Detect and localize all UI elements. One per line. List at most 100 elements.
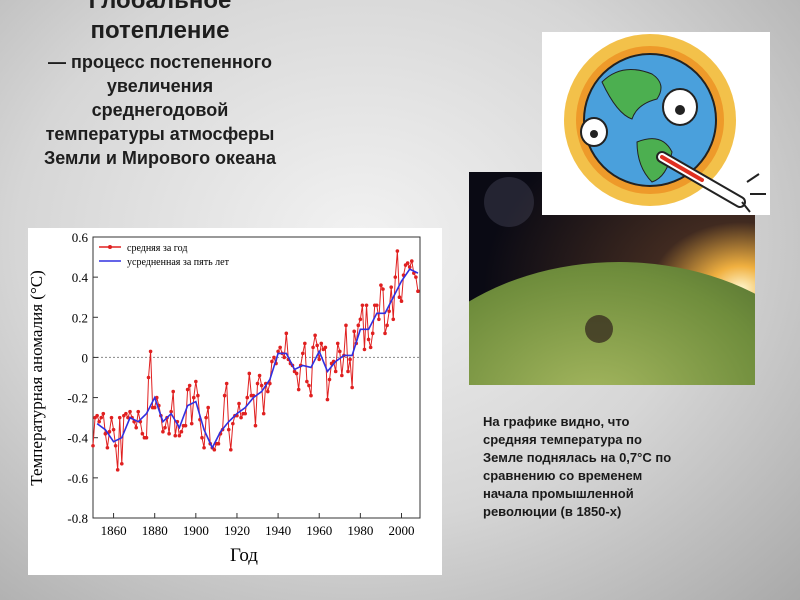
data-point bbox=[202, 445, 206, 450]
data-point bbox=[91, 443, 95, 448]
data-point bbox=[368, 345, 373, 350]
data-point bbox=[360, 303, 365, 308]
data-point bbox=[278, 345, 282, 350]
legend-box bbox=[97, 239, 247, 271]
data-point bbox=[216, 441, 221, 446]
data-point bbox=[169, 409, 173, 414]
data-point bbox=[333, 369, 338, 374]
data-point bbox=[243, 411, 247, 416]
data-point bbox=[307, 383, 311, 388]
plot-frame bbox=[92, 236, 421, 519]
legend-label: усредненная за пять лет bbox=[127, 257, 230, 268]
y-tick-label: 0.4 bbox=[72, 270, 89, 285]
data-point bbox=[325, 397, 330, 402]
data-point bbox=[144, 435, 149, 440]
y-tick-label: -0.6 bbox=[67, 471, 88, 486]
data-point bbox=[348, 357, 352, 362]
legend-marker bbox=[108, 245, 112, 249]
data-point bbox=[173, 433, 178, 438]
chart-container: Температурная аномалия (°C) Год -0.8 -0.6… bbox=[28, 228, 442, 575]
data-point bbox=[200, 435, 204, 440]
data-point bbox=[405, 261, 410, 265]
data-point bbox=[136, 409, 141, 414]
data-point bbox=[103, 431, 108, 436]
data-point bbox=[387, 309, 391, 314]
data-point bbox=[107, 429, 112, 434]
data-point bbox=[117, 415, 122, 420]
data-point bbox=[282, 355, 287, 360]
data-point bbox=[204, 415, 208, 420]
data-point bbox=[366, 337, 371, 342]
y-tick-label: -0.8 bbox=[67, 511, 88, 526]
y-tick-label: 0 bbox=[82, 350, 89, 365]
data-point bbox=[259, 383, 264, 388]
data-point bbox=[247, 371, 252, 376]
data-point bbox=[385, 323, 389, 328]
data-point bbox=[245, 395, 250, 400]
data-point bbox=[352, 329, 356, 334]
data-point bbox=[381, 287, 385, 291]
data-point bbox=[99, 415, 104, 420]
x-tick-label: 1900 bbox=[183, 523, 209, 538]
data-point bbox=[294, 371, 299, 376]
data-point bbox=[300, 351, 305, 356]
heading: Глобальное потепление bbox=[88, 0, 232, 44]
data-point bbox=[356, 323, 361, 328]
data-point bbox=[261, 411, 266, 416]
data-point bbox=[407, 265, 412, 269]
x-tick-label: 1880 bbox=[142, 523, 168, 538]
data-point bbox=[113, 443, 118, 448]
data-point bbox=[389, 285, 394, 289]
data-point bbox=[416, 289, 420, 293]
data-point bbox=[268, 381, 272, 386]
x-tick-label: 1940 bbox=[265, 523, 291, 538]
data-point bbox=[391, 317, 396, 322]
data-point bbox=[383, 331, 387, 336]
data-point bbox=[185, 387, 190, 392]
data-point bbox=[313, 333, 317, 338]
data-point bbox=[337, 349, 342, 354]
x-tick-label: 1860 bbox=[101, 523, 127, 538]
data-point bbox=[194, 379, 198, 384]
data-point bbox=[231, 421, 235, 426]
data-point bbox=[377, 317, 381, 322]
data-point bbox=[148, 349, 153, 354]
data-point bbox=[315, 343, 319, 348]
data-point bbox=[171, 389, 176, 394]
data-point bbox=[206, 405, 210, 410]
data-point bbox=[284, 331, 289, 336]
data-point bbox=[309, 393, 313, 398]
data-point bbox=[152, 405, 157, 410]
data-point bbox=[119, 462, 124, 466]
earth-picture bbox=[564, 34, 766, 213]
data-point bbox=[350, 385, 354, 390]
data-point bbox=[226, 427, 231, 432]
data-point bbox=[179, 429, 184, 434]
data-point bbox=[222, 393, 227, 398]
data-point bbox=[101, 411, 106, 416]
x-tick-label: 1960 bbox=[306, 523, 332, 538]
data-point bbox=[257, 373, 262, 378]
data-point bbox=[109, 415, 114, 420]
data-point bbox=[393, 275, 398, 279]
data-point bbox=[253, 423, 258, 428]
data-point bbox=[239, 415, 243, 420]
data-point bbox=[140, 431, 145, 436]
y-tick-label: 0.6 bbox=[72, 230, 89, 245]
data-point bbox=[303, 341, 307, 346]
data-point bbox=[379, 283, 383, 287]
data-point bbox=[370, 331, 375, 336]
data-point bbox=[105, 445, 110, 450]
data-point bbox=[134, 425, 138, 430]
earth-cartoon bbox=[542, 32, 770, 215]
data-point bbox=[362, 347, 367, 352]
data-point bbox=[177, 433, 182, 438]
data-point bbox=[146, 375, 151, 380]
data-point bbox=[323, 345, 328, 350]
data-point bbox=[163, 425, 167, 430]
data-point bbox=[266, 389, 270, 394]
chart: Температурная аномалия (°C) Год -0.8 -0.6… bbox=[28, 230, 421, 566]
data-point bbox=[344, 323, 348, 328]
